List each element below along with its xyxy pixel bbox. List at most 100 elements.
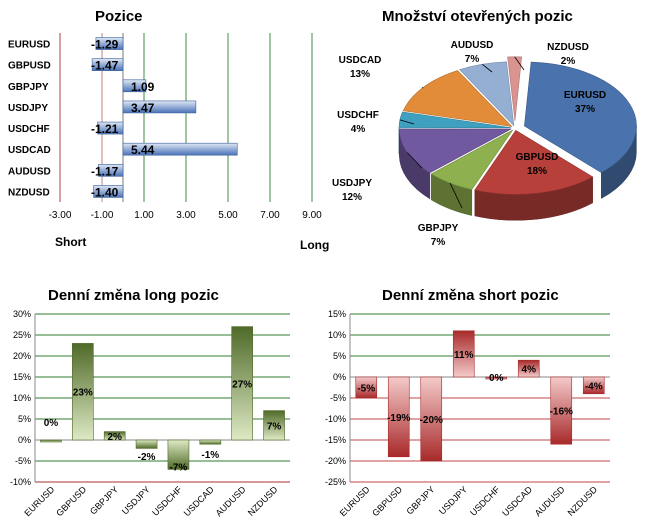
slice-pct-gbpusd: 18% (527, 166, 547, 177)
y-tick-label: 5% (18, 414, 31, 424)
long-change-title: Denní změna long pozic (48, 287, 219, 304)
bar-eurusd (355, 376, 378, 399)
value-label-gbpjpy: -20% (420, 415, 443, 426)
y-tick-label: 10% (328, 330, 346, 340)
category-label-usdjpy: USDJPY (437, 484, 469, 516)
short-change-chart: Denní změna short pozic -25% -20% -15% -10%… (325, 280, 651, 529)
value-label-eurusd: -1.29 (91, 38, 119, 52)
bar-gbpusd (387, 376, 410, 458)
value-label-usdjpy: 11% (454, 350, 474, 361)
x-tick-label: 3.00 (176, 210, 196, 221)
category-label-usdchf: USDCHF (150, 484, 184, 518)
y-tick-label: 0% (18, 435, 31, 445)
category-label-usdcad: USDCAD (500, 484, 534, 518)
value-label-audusd: 27% (232, 379, 252, 390)
bar-usdjpy (122, 100, 197, 114)
pie-chart-title: Množství otevřených pozic (382, 8, 573, 25)
positions-chart: Pozice -3.00 -1.00 1.00 3.00 5.00 7.00 9.00 EUR… (0, 0, 330, 260)
bar-usdjpy (135, 439, 158, 449)
x-tick-label: -3.00 (49, 210, 72, 221)
bar-usdcad (122, 142, 238, 156)
value-label-nzdusd: -4% (585, 381, 603, 392)
category-label-gbpjpy: GBPJPY (88, 484, 120, 516)
value-label-usdcad: -1% (201, 450, 219, 461)
category-label-nzdusd: NZDUSD (566, 484, 600, 518)
slice-usdjpy (398, 128, 512, 174)
short-change-title: Denní změna short pozic (382, 287, 559, 304)
category-label-audusd: AUDUSD (214, 484, 248, 518)
slice-usdcad (402, 70, 513, 127)
y-tick-label: 5% (333, 351, 346, 361)
value-label-gbpusd: 23% (73, 388, 93, 399)
x-tick-label: 7.00 (260, 210, 280, 221)
value-label-gbpjpy: 1.09 (131, 80, 155, 94)
bar-eurusd (95, 37, 124, 50)
bar-usdcad (199, 439, 222, 445)
slice-pct-audusd: 7% (465, 54, 480, 65)
bar-audusd (98, 164, 124, 177)
category-label-usdjpy: USDJPY (8, 103, 48, 114)
slice-label-usdcad: USDCAD (339, 55, 382, 66)
category-label-gbpusd: GBPUSD (370, 484, 404, 518)
value-label-gbpusd: -1.47 (91, 59, 119, 73)
slice-audusd (459, 61, 515, 127)
category-label-nzdusd: NZDUSD (246, 484, 280, 518)
open-positions-pie: Množství otevřených pozic EURUSD 37% GBPUS… (330, 0, 651, 260)
long-change-chart: Denní změna long pozic -10% -5% 0% 5% 10% 15%… (0, 280, 325, 529)
category-label-gbpusd: GBPUSD (8, 61, 51, 72)
long-change-plot: -10% -5% 0% 5% 10% 15% 20% 25% 30% 0% EURUSD 23% GBP… (10, 309, 290, 518)
leader-usdjpy (406, 152, 423, 169)
value-label-usdchf: 0% (489, 373, 504, 384)
value-label-usdcad: 4% (522, 365, 537, 376)
category-label-usdjpy: USDJPY (120, 484, 152, 516)
bar-gbpjpy (103, 431, 126, 441)
y-tick-label: 15% (328, 309, 346, 319)
positions-chart-title: Pozice (95, 8, 143, 25)
leader-nzdusd (514, 56, 525, 71)
bar-usdcad (517, 359, 540, 378)
y-tick-label: -10% (10, 477, 31, 487)
positions-plot: -3.00 -1.00 1.00 3.00 5.00 7.00 9.00 EURUSD -1.2… (8, 33, 322, 221)
value-label-audusd: -16% (550, 407, 573, 418)
value-label-usdchf: -7% (170, 463, 188, 474)
leader-audusd (482, 63, 493, 73)
category-label-eurusd: EURUSD (338, 484, 372, 518)
category-label-usdchf: USDCHF (8, 124, 50, 135)
slice-label-eurusd: EURUSD (564, 90, 606, 101)
value-label-usdjpy: -2% (138, 452, 156, 463)
y-tick-label: -20% (325, 456, 346, 466)
value-label-usdchf: -1.21 (91, 122, 119, 136)
y-tick-label: -25% (325, 477, 346, 487)
value-label-eurusd: -5% (357, 384, 375, 395)
x-tick-label: 1.00 (134, 210, 154, 221)
leader-usdchf (399, 119, 415, 125)
bar-usdchf (485, 376, 508, 380)
value-label-audusd: -1.17 (91, 164, 119, 178)
y-tick-label: 25% (13, 330, 31, 340)
category-label-nzdusd: NZDUSD (8, 187, 50, 198)
value-label-gbpjpy: 2% (107, 432, 122, 443)
bar-usdjpy (452, 330, 475, 378)
slice-gbpusd (474, 129, 594, 195)
category-label-gbpjpy: GBPJPY (8, 82, 49, 93)
bar-nzdusd (93, 185, 124, 198)
category-label-usdcad: USDCAD (182, 484, 216, 518)
y-tick-label: -10% (325, 414, 346, 424)
y-tick-label: 0% (333, 372, 346, 382)
value-label-usdcad: 5.44 (131, 143, 155, 157)
slice-pct-usdcad: 13% (350, 69, 370, 80)
value-label-eurusd: 0% (44, 418, 59, 429)
y-tick-label: 15% (13, 372, 31, 382)
value-label-nzdusd: -1.40 (91, 185, 119, 199)
category-label-usdcad: USDCAD (8, 145, 51, 156)
y-tick-label: 30% (13, 309, 31, 319)
x-tick-label: 9.00 (302, 210, 322, 221)
slice-label-gbpjpy: GBPJPY (418, 223, 459, 234)
slice-pct-eurusd: 37% (575, 104, 595, 115)
leader-usdcad (421, 87, 424, 89)
category-label-usdchf: USDCHF (468, 484, 502, 518)
slice-pct-nzdusd: 2% (561, 56, 576, 67)
bar-gbpusd (72, 343, 94, 441)
slice-label-gbpusd: GBPUSD (516, 152, 559, 163)
bar-nzdusd (263, 410, 285, 441)
